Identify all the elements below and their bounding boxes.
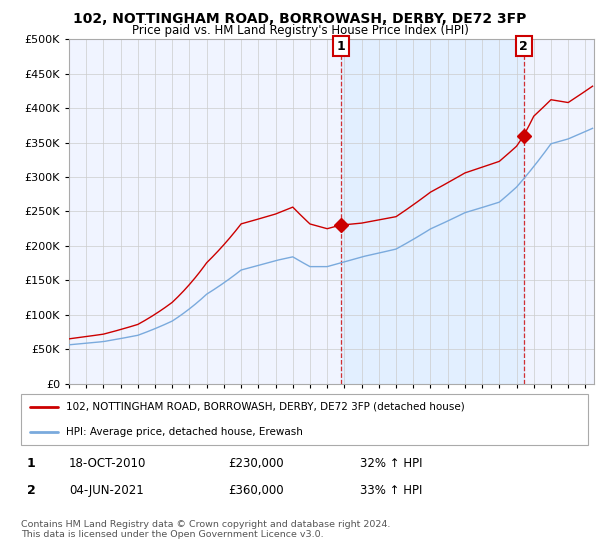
Text: Contains HM Land Registry data © Crown copyright and database right 2024.
This d: Contains HM Land Registry data © Crown c… (21, 520, 391, 539)
Text: 32% ↑ HPI: 32% ↑ HPI (360, 458, 422, 470)
Text: 04-JUN-2021: 04-JUN-2021 (69, 484, 144, 497)
Text: 18-OCT-2010: 18-OCT-2010 (69, 458, 146, 470)
Text: 33% ↑ HPI: 33% ↑ HPI (360, 484, 422, 497)
Text: Price paid vs. HM Land Registry's House Price Index (HPI): Price paid vs. HM Land Registry's House … (131, 24, 469, 37)
Text: 1: 1 (337, 40, 346, 53)
Text: 2: 2 (520, 40, 528, 53)
Text: £360,000: £360,000 (228, 484, 284, 497)
Text: £230,000: £230,000 (228, 458, 284, 470)
Text: 102, NOTTINGHAM ROAD, BORROWASH, DERBY, DE72 3FP: 102, NOTTINGHAM ROAD, BORROWASH, DERBY, … (73, 12, 527, 26)
FancyBboxPatch shape (21, 394, 588, 445)
Text: 102, NOTTINGHAM ROAD, BORROWASH, DERBY, DE72 3FP (detached house): 102, NOTTINGHAM ROAD, BORROWASH, DERBY, … (67, 402, 465, 412)
Bar (341, 39, 524, 384)
Text: HPI: Average price, detached house, Erewash: HPI: Average price, detached house, Erew… (67, 427, 303, 437)
Text: 1: 1 (26, 458, 35, 470)
Text: 2: 2 (26, 484, 35, 497)
